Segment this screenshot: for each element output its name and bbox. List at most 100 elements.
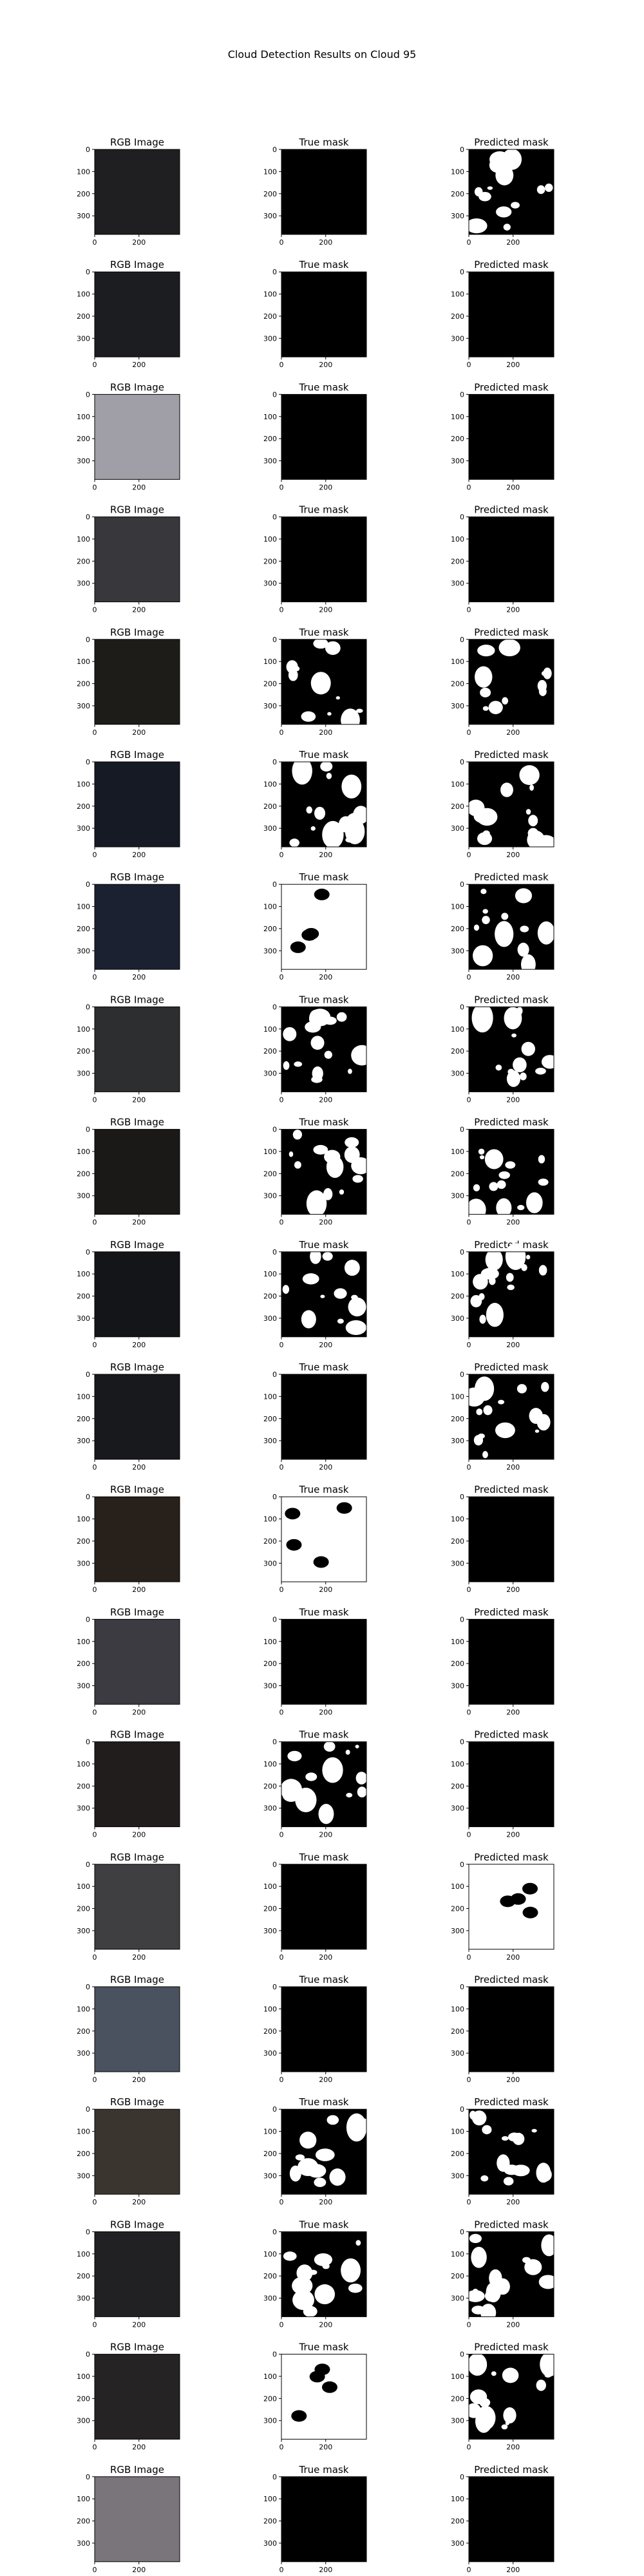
y-tick-label: 0 [272,2228,277,2236]
mask-cloud-blob [325,641,341,655]
panel-title: True mask [299,871,349,883]
mask-cloud-blob [354,2128,361,2136]
y-tick-label: 200 [451,2027,464,2036]
x-tick-label: 200 [132,2566,146,2574]
panel-title: True mask [299,1606,349,1618]
y-tick-label: 0 [86,1370,90,1379]
y-tick-label: 0 [460,1126,464,1134]
x-tick-label: 200 [506,2076,520,2084]
y-tick-label: 0 [86,390,90,399]
y-tick-label: 300 [263,702,277,710]
mask-cloud-blob [529,784,535,791]
x-tick-label: 200 [506,606,520,614]
mask-cloud-blob [357,1786,367,1798]
x-tick-label: 200 [132,2320,146,2329]
predicted-mask-image [469,1987,554,2072]
y-tick-label: 0 [86,1493,90,1501]
mask-cloud-blob [339,1189,345,1195]
panel-frame [94,761,180,848]
mask-cloud-blob [545,183,553,192]
panel-r7-c3: Predicted mask 0 100 200 300 0 200 [451,871,555,981]
panel-r20-c3: Predicted mask 0 100 200 300 0 200 [451,2464,554,2574]
panel-r13-c2: True mask 0 100 200 300 0 200 [263,1606,367,1716]
mask-cloud-blob [484,1149,504,1170]
x-tick-label: 0 [467,1095,471,1104]
rgb-image [95,516,180,602]
mask-clear-gap [522,1906,538,1918]
mask-cloud-blob [535,1067,546,1075]
y-tick-label: 300 [263,2295,277,2303]
panel-r5-c2: True mask 0 100 200 300 0 200 [263,627,367,737]
mask-cloud-blob [498,1171,510,1179]
mask-cloud-blob [351,1045,373,1066]
mask-cloud-blob [345,1137,359,1148]
y-tick-label: 100 [77,2005,90,2013]
y-tick-label: 200 [451,680,464,688]
y-tick-label: 300 [451,824,464,833]
y-tick-label: 0 [460,1615,464,1624]
mask-cloud-blob [326,772,332,779]
x-tick-label: 200 [319,1953,332,1962]
panel-r17-c1: RGB Image 0 100 200 300 0 200 [77,2096,180,2206]
y-tick-label: 200 [451,557,464,565]
x-tick-label: 0 [279,973,284,981]
y-tick-label: 200 [451,1170,464,1178]
panel-title: RGB Image [110,627,164,638]
y-tick-label: 300 [263,1927,277,1935]
y-tick-label: 300 [451,1437,464,1445]
x-tick-label: 0 [93,2198,97,2206]
y-tick-label: 200 [263,1905,277,1913]
mask-cloud-blob [520,1072,527,1081]
x-tick-label: 200 [132,1463,146,1472]
mask-cloud-blob [345,818,365,845]
mask-cloud-blob [478,1148,485,1155]
panel-title: True mask [299,1852,349,1863]
mask-cloud-blob [520,925,529,933]
mask-cloud-blob [479,2398,491,2407]
y-tick-label: 300 [77,1927,90,1935]
x-tick-label: 0 [93,361,97,369]
y-tick-label: 300 [451,1927,464,1935]
y-tick-label: 100 [451,2372,464,2381]
mask-clear-gap [522,1882,538,1895]
mask-cloud-blob [476,808,498,826]
panel-frame [281,1496,367,1582]
mask-cloud-blob [536,1414,551,1431]
mask-clear-gap [290,941,306,953]
mask-cloud-blob [480,889,487,895]
x-tick-label: 0 [279,361,284,369]
y-tick-label: 0 [86,1983,90,1991]
y-tick-label: 0 [272,1861,277,1869]
panel-r2-c1: RGB Image 0 100 200 300 0 200 [77,259,180,369]
panel-frame [468,1374,554,1460]
mask-cloud-blob [352,1175,363,1183]
mask-cloud-blob [541,1381,549,1392]
mask-cloud-blob [480,2304,497,2322]
mask-cloud-blob [482,916,490,924]
mask-cloud-blob [475,1014,490,1029]
mask-cloud-blob [526,1192,543,1213]
y-tick-label: 100 [451,1638,464,1646]
rgb-image [95,272,180,357]
rgb-image [95,639,180,724]
mask-cloud-blob [522,2257,531,2264]
y-tick-label: 0 [272,1370,277,1379]
true-mask-image [281,516,366,602]
predicted-mask-image [469,272,554,357]
y-tick-label: 300 [263,1804,277,1813]
y-tick-label: 0 [86,2473,90,2481]
panel-frame [94,2108,180,2195]
panel-r20-c1: RGB Image 0 100 200 300 0 200 [77,2464,180,2574]
mask-cloud-blob [505,1243,526,1271]
y-tick-label: 0 [272,2351,277,2359]
y-tick-label: 0 [460,1861,464,1869]
x-tick-label: 0 [467,238,471,247]
x-tick-label: 0 [279,1095,284,1104]
x-tick-label: 0 [467,851,471,859]
y-tick-label: 300 [77,824,90,833]
mask-cloud-blob [505,2420,510,2425]
rgb-image [95,2476,180,2562]
panel-title: RGB Image [110,871,164,883]
y-tick-label: 0 [460,636,464,644]
